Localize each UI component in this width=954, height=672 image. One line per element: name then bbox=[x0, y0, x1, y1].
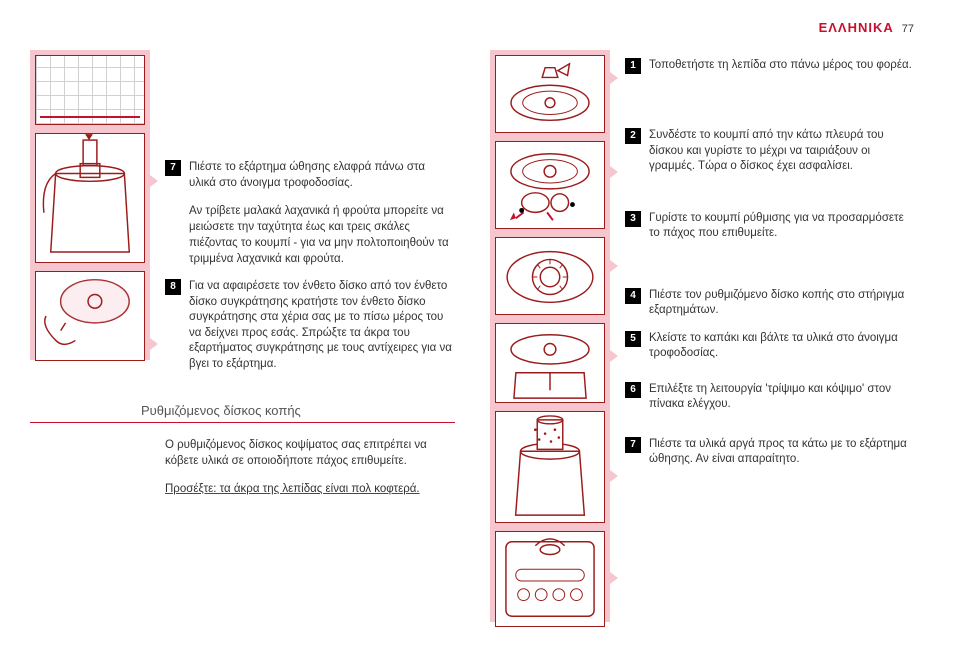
arrow-icon bbox=[610, 470, 618, 482]
arrow-icon bbox=[150, 175, 158, 187]
right-text-block: 1 Τοποθετήστε τη λεπίδα στο πάνω μέρος τ… bbox=[625, 58, 915, 480]
illustration-r3 bbox=[495, 237, 605, 315]
illustration-r1 bbox=[495, 55, 605, 133]
step-row: 5 Κλείστε το καπάκι και βάλτε τα υλικά σ… bbox=[625, 331, 915, 362]
thickness-knob-icon bbox=[496, 238, 604, 314]
step-row: 7 Πιέστε τα υλικά αργά προς τα κάτω με τ… bbox=[625, 437, 915, 468]
illustration-r2 bbox=[495, 141, 605, 229]
step-number: 6 bbox=[625, 382, 641, 398]
step-text: Επιλέξτε τη λειτουργία 'τρίψιμο και κόψι… bbox=[649, 382, 915, 413]
step-text: Για να αφαιρέσετε τον ένθετο δίσκο από τ… bbox=[189, 279, 455, 372]
step-number: 2 bbox=[625, 128, 641, 144]
soft-veg-note: Αν τρίβετε μαλακά λαχανικά ή φρούτα μπορ… bbox=[189, 203, 455, 267]
step-number: 4 bbox=[625, 288, 641, 304]
step-row: 4 Πιέστε τον ρυθμιζόμενο δίσκο κοπής στο… bbox=[625, 288, 915, 319]
control-panel-icon bbox=[496, 532, 604, 626]
knob-attach-icon bbox=[496, 142, 604, 228]
step-number: 1 bbox=[625, 58, 641, 74]
page-number: 77 bbox=[902, 23, 914, 35]
illustration-step8 bbox=[35, 271, 145, 361]
step-7-row: 7 Πιέστε το εξάρτημα ώθησης ελαφρά πάνω … bbox=[165, 160, 455, 191]
step-text: Συνδέστε το κουμπί από την κάτω πλευρά τ… bbox=[649, 128, 915, 175]
warning-text: Προσέξτε: τα άκρα της λεπίδας είναι πολ … bbox=[165, 481, 455, 497]
step-number: 7 bbox=[625, 437, 641, 453]
step-text: Γυρίστε το κουμπί ρύθμισης για να προσαρ… bbox=[649, 211, 915, 242]
step-row: 2 Συνδέστε το κουμπί από την κάτω πλευρά… bbox=[625, 128, 915, 175]
step-row: 6 Επιλέξτε τη λειτουργία 'τρίψιμο και κό… bbox=[625, 382, 915, 413]
step-number: 3 bbox=[625, 211, 641, 227]
food-processor-icon bbox=[36, 134, 144, 262]
left-text-block: 7 Πιέστε το εξάρτημα ώθησης ελαφρά πάνω … bbox=[165, 160, 455, 509]
step-text: Πιέστε το εξάρτημα ώθησης ελαφρά πάνω στ… bbox=[189, 160, 455, 191]
left-image-strip bbox=[30, 50, 150, 360]
disc-remove-icon bbox=[36, 272, 144, 360]
arrow-icon bbox=[610, 260, 618, 272]
section-title: Ρυθμιζόμενος δίσκος κοπής bbox=[141, 403, 455, 418]
language-title: ΕΛΛΗΝΙΚΑ bbox=[819, 20, 894, 35]
red-line-decoration bbox=[40, 116, 140, 118]
illustration-r5 bbox=[495, 411, 605, 523]
arrow-icon bbox=[610, 572, 618, 584]
step-row: 1 Τοποθετήστε τη λεπίδα στο πάνω μέρος τ… bbox=[625, 58, 915, 74]
step-number: 7 bbox=[165, 160, 181, 176]
arrow-icon bbox=[150, 338, 158, 350]
step-row: 3 Γυρίστε το κουμπί ρύθμισης για να προσ… bbox=[625, 211, 915, 242]
disc-press-icon bbox=[496, 324, 604, 402]
step-text: Πιέστε τα υλικά αργά προς τα κάτω με το … bbox=[649, 437, 915, 468]
step-number: 5 bbox=[625, 331, 641, 347]
arrow-icon bbox=[610, 72, 618, 84]
illustration-step7 bbox=[35, 133, 145, 263]
arrow-icon bbox=[610, 166, 618, 178]
step-number: 8 bbox=[165, 279, 181, 295]
illustration-grid bbox=[35, 55, 145, 125]
illustration-r4 bbox=[495, 323, 605, 403]
page-header: ΕΛΛΗΝΙΚΑ 77 bbox=[819, 20, 914, 35]
blade-carrier-icon bbox=[496, 56, 604, 132]
lid-feed-icon bbox=[496, 412, 604, 522]
step-text: Τοποθετήστε τη λεπίδα στο πάνω μέρος του… bbox=[649, 58, 915, 74]
step-8-row: 8 Για να αφαιρέσετε τον ένθετο δίσκο από… bbox=[165, 279, 455, 372]
arrow-icon bbox=[610, 350, 618, 362]
right-image-strip bbox=[490, 50, 610, 622]
illustration-r6 bbox=[495, 531, 605, 627]
section-divider bbox=[30, 422, 455, 423]
intro-paragraph: Ο ρυθμιζόμενος δίσκος κοψίματος σας επιτ… bbox=[165, 437, 455, 469]
step-text: Κλείστε το καπάκι και βάλτε τα υλικά στο… bbox=[649, 331, 915, 362]
step-text: Πιέστε τον ρυθμιζόμενο δίσκο κοπής στο σ… bbox=[649, 288, 915, 319]
